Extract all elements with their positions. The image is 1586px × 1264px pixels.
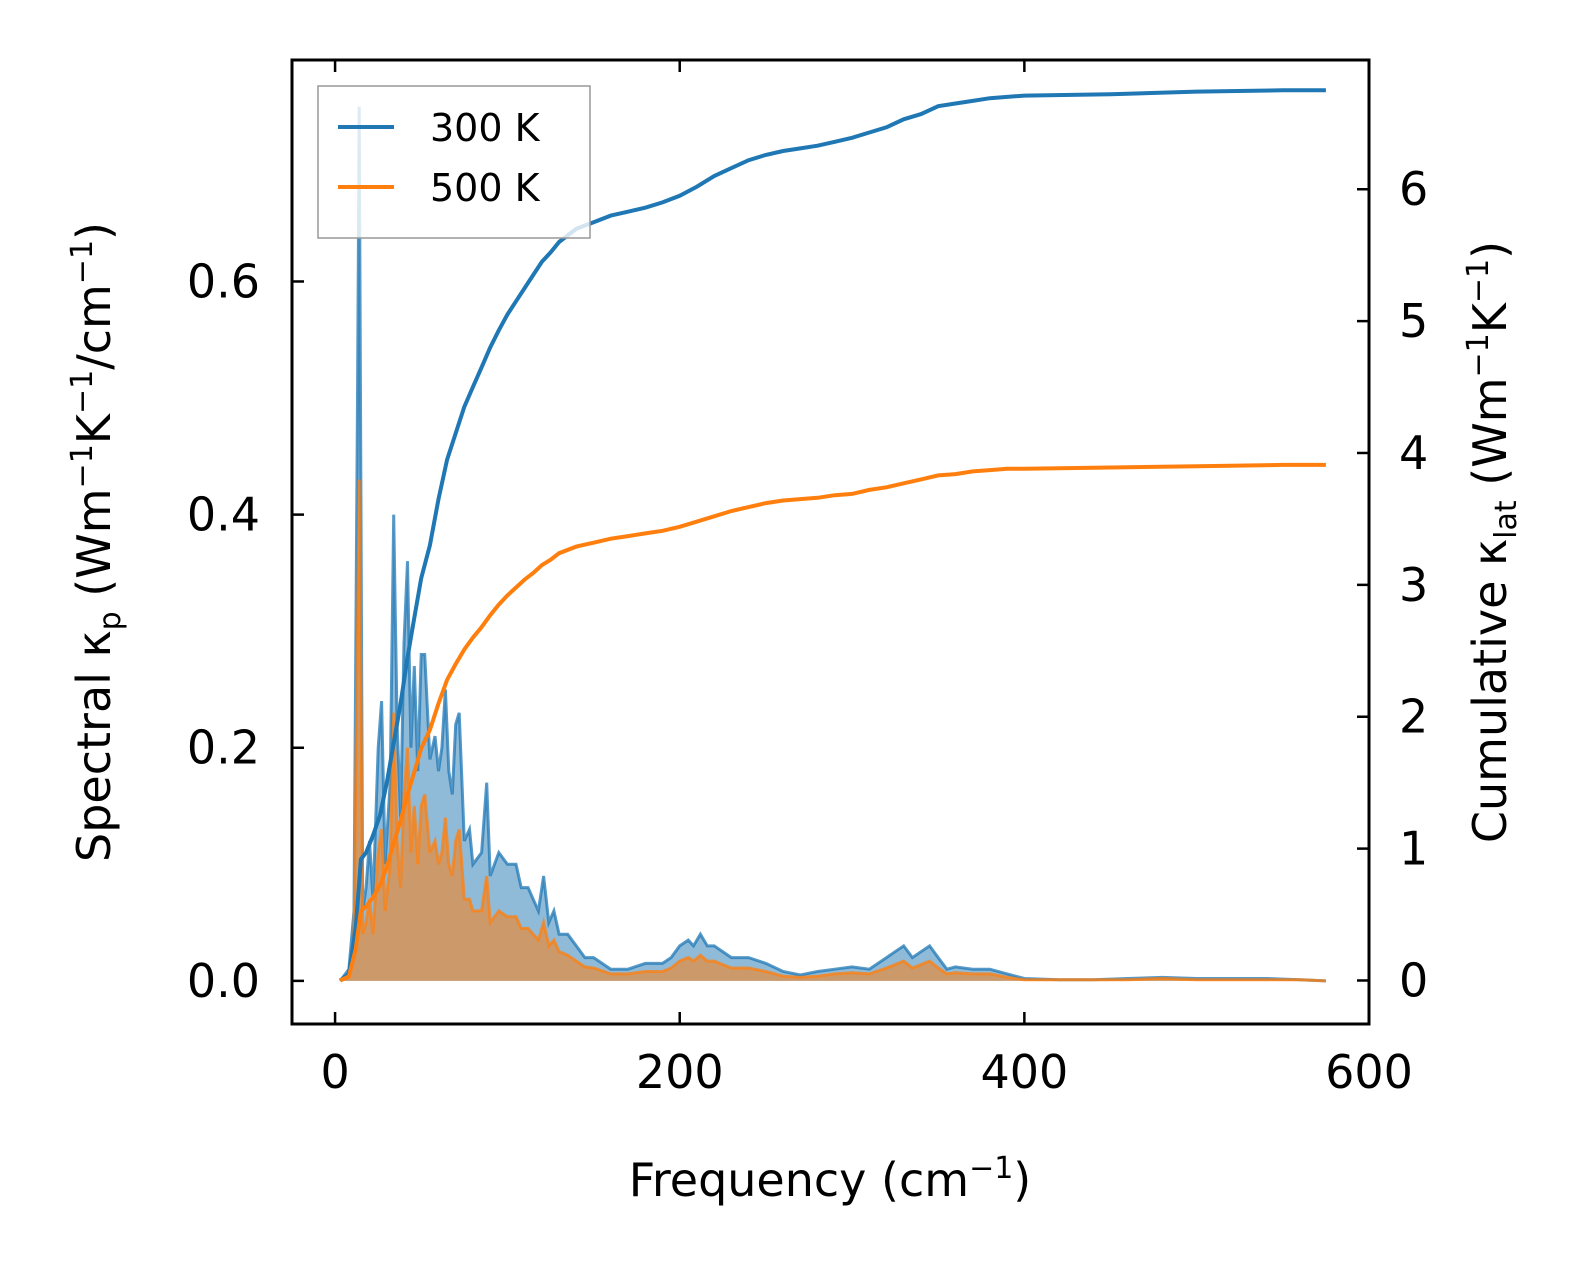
y-left-title-sup1: −1 bbox=[65, 444, 100, 488]
legend-label-300k: 300 K bbox=[430, 106, 541, 150]
spectral-line-500k bbox=[339, 479, 1326, 983]
spectral-area-500k bbox=[340, 479, 1326, 981]
y-left-title-mid1: (Wm bbox=[67, 488, 121, 611]
x-tick-label-0: 0 bbox=[320, 1045, 349, 1099]
y-left-title-mid2: K bbox=[67, 412, 121, 444]
x-axis-title-end: ) bbox=[1013, 1153, 1031, 1207]
y-right-tick-label-1: 1 bbox=[1399, 822, 1428, 876]
y-left-title-mid3: /cm bbox=[67, 284, 121, 370]
plot-frame bbox=[290, 58, 1371, 1026]
y-left-tick-label-0: 0.0 bbox=[187, 954, 260, 1008]
y-right-tick-label-5: 5 bbox=[1399, 294, 1428, 348]
x-axis-title: Frequency (cm−1) bbox=[629, 1151, 1032, 1207]
y-left-tick-label-0.6: 0.6 bbox=[187, 254, 260, 308]
x-tick-label-400: 400 bbox=[980, 1045, 1068, 1099]
y-axis-right: 0 1 2 3 4 5 6 bbox=[1357, 162, 1428, 1007]
y-right-title-prefix: Cumulative κ bbox=[1463, 539, 1517, 843]
cumulative-line-500k bbox=[339, 462, 1326, 983]
x-axis-title-sup: −1 bbox=[969, 1151, 1013, 1186]
y-right-tick-label-6: 6 bbox=[1399, 162, 1428, 216]
y-left-title-sup2: −1 bbox=[65, 370, 100, 414]
y-right-tick-label-2: 2 bbox=[1399, 690, 1428, 744]
x-axis-title-main: Frequency (cm bbox=[629, 1153, 969, 1207]
x-tick-label-200: 200 bbox=[636, 1045, 724, 1099]
y-right-tick-label-0: 0 bbox=[1399, 953, 1428, 1007]
y-left-title-prefix: Spectral κ bbox=[67, 630, 121, 862]
y-left-tick-label-0.4: 0.4 bbox=[187, 488, 260, 542]
y-right-title-sub: lat bbox=[1489, 500, 1524, 539]
y-axis-left: 0.0 0.2 0.4 0.6 bbox=[187, 254, 304, 1008]
y-right-title-sup1: −1 bbox=[1461, 333, 1496, 377]
y-right-tick-label-4: 4 bbox=[1399, 426, 1428, 480]
y-left-title-sub: p bbox=[93, 611, 128, 630]
y-left-title-end: ) bbox=[67, 222, 121, 240]
y-left-tick-label-0.2: 0.2 bbox=[187, 721, 260, 775]
y-right-title-mid2: K bbox=[1463, 301, 1517, 333]
y-right-title-mid1: (Wm bbox=[1463, 377, 1517, 500]
x-axis: 0 200 400 600 bbox=[320, 60, 1413, 1099]
y-right-title-sup2: −1 bbox=[1461, 259, 1496, 303]
x-tick-label-600: 600 bbox=[1325, 1045, 1413, 1099]
legend-label-500k: 500 K bbox=[430, 166, 541, 210]
y-right-title-end: ) bbox=[1463, 241, 1517, 259]
legend-box bbox=[317, 85, 591, 239]
y-axis-left-title: Spectral κp (Wm−1K−1/cm−1) bbox=[65, 222, 128, 862]
y-right-tick-label-3: 3 bbox=[1399, 558, 1428, 612]
y-left-title-sup3: −1 bbox=[65, 240, 100, 284]
legend: 300 K 500 K bbox=[317, 85, 591, 239]
y-axis-right-title: Cumulative κlat (Wm−1K−1) bbox=[1461, 241, 1524, 843]
